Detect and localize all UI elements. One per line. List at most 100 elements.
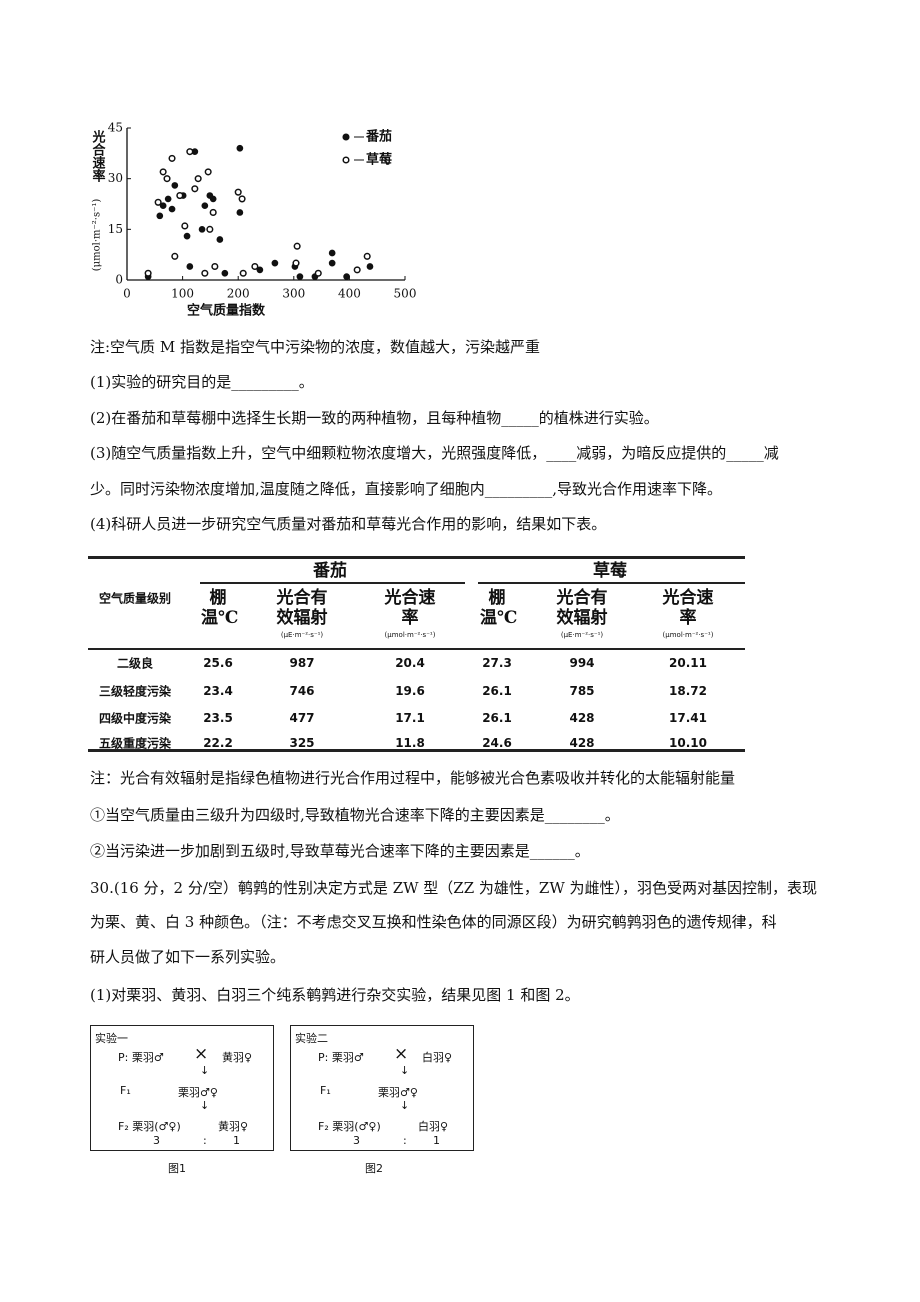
cross: × xyxy=(194,1044,209,1064)
caption: 图1 xyxy=(168,1162,186,1175)
scatter-point xyxy=(164,195,172,203)
table-cell: 19.6 xyxy=(395,684,425,698)
scatter-point xyxy=(144,269,152,277)
row-label: 四级中度污染 xyxy=(98,711,172,726)
legend-marker xyxy=(342,156,350,164)
paragraph: (1)对栗羽、黄羽、白羽三个纯系鹌鹑进行杂交实验，结果见图 1 和图 2。 xyxy=(90,986,580,1004)
question: (4)科研人员进一步研究空气质量对番茄和草莓光合作用的影响，结果如下表。 xyxy=(90,515,607,533)
column-unit: (μE·m⁻²·s⁻¹) xyxy=(280,631,324,639)
scatter-point xyxy=(239,269,247,277)
f2-result: F₂ 栗羽(♂♀) xyxy=(118,1120,181,1133)
scatter-point xyxy=(156,212,164,220)
scatter-point xyxy=(209,208,217,216)
scatter-point xyxy=(363,252,371,260)
ratio: 1 xyxy=(233,1134,240,1147)
parent-male: P: 栗羽♂ xyxy=(318,1051,364,1064)
scatter-point xyxy=(256,266,264,274)
scatter-point xyxy=(186,148,194,156)
scatter-point xyxy=(159,168,167,176)
table-cell: 23.4 xyxy=(203,684,233,698)
scatter-point xyxy=(204,168,212,176)
f2-result: 黄羽♀ xyxy=(218,1120,249,1133)
scatter-point xyxy=(293,242,301,250)
scatter-point xyxy=(194,175,202,183)
parent-female: 白羽♀ xyxy=(422,1051,453,1064)
table-cell: 477 xyxy=(289,711,315,725)
legend-label: 番茄 xyxy=(365,129,392,145)
table-cell: 25.6 xyxy=(203,656,233,670)
scatter-point xyxy=(292,259,300,267)
scatter-point xyxy=(191,185,199,193)
table-cell: 428 xyxy=(569,711,595,725)
column-header: 棚温℃ xyxy=(480,588,518,628)
scatter-point xyxy=(236,209,244,216)
figure-box xyxy=(290,1025,474,1151)
ratio: 1 xyxy=(433,1134,440,1147)
table-cell: 20.4 xyxy=(395,656,425,670)
question: 少。同时污染物浓度增加,温度随之降低，直接影响了细胞内_________,导致光… xyxy=(90,480,723,498)
table-cell: 26.1 xyxy=(482,684,512,698)
scatter-point xyxy=(168,154,176,162)
note: 注:空气质 M 指数是指空气中污染物的浓度，数值越大，污染越严重 xyxy=(90,338,540,356)
x-axis-label: 空气质量指数 xyxy=(187,303,266,319)
scatter-point xyxy=(206,225,214,233)
scatter-point xyxy=(186,263,194,270)
scatter-point xyxy=(163,175,171,183)
scatter-point xyxy=(221,269,229,277)
scatter-point xyxy=(328,249,336,257)
column-unit: (μmol·m⁻²·s⁻¹) xyxy=(662,631,714,639)
rule xyxy=(88,556,745,559)
scatter-point xyxy=(209,195,217,203)
question: (1)实验的研究目的是_________。 xyxy=(90,373,314,391)
scatter-point xyxy=(271,259,279,267)
arrow: ↓ xyxy=(400,1099,410,1112)
scatter-point xyxy=(168,205,176,213)
table-cell: 18.72 xyxy=(669,684,707,698)
scatter-point xyxy=(171,182,179,189)
y-tick-label: 15 xyxy=(108,222,123,236)
table-cell: 17.41 xyxy=(669,711,707,725)
table-cell: 325 xyxy=(289,736,315,750)
column-header: 光合速率 xyxy=(384,588,436,628)
question: (3)随空气质量指数上升，空气中细颗粒物浓度增大，光照强度降低，____减弱，为… xyxy=(90,444,779,462)
table-cell: 17.1 xyxy=(395,711,425,725)
scatter-point xyxy=(181,222,189,230)
scatter-point xyxy=(154,198,162,206)
x-tick-label: 400 xyxy=(338,287,361,301)
table-cell: 428 xyxy=(569,736,595,750)
arrow: ↓ xyxy=(200,1064,210,1077)
table-cell: 746 xyxy=(289,684,315,698)
x-tick-label: 100 xyxy=(171,287,194,301)
column-header: 棚温℃ xyxy=(201,588,239,628)
x-tick-label: 300 xyxy=(282,287,305,301)
arrow: ↓ xyxy=(400,1064,410,1077)
generation: F₁ xyxy=(120,1084,131,1097)
table-cell: 11.8 xyxy=(395,736,425,750)
rule xyxy=(200,582,465,584)
f2-result: 白羽♀ xyxy=(418,1120,449,1133)
y-axis-unit: (μmol·m⁻²·s⁻¹) xyxy=(92,199,103,272)
f1-result: 栗羽♂♀ xyxy=(178,1086,218,1099)
figure-box xyxy=(90,1025,274,1151)
rule xyxy=(88,749,745,752)
scatter-chart: 0 15 30 45 0 100 200 300 400 500 空气质量指数 光合速率 (μmol·m… xyxy=(90,121,417,319)
y-tick-label: 30 xyxy=(108,171,123,185)
ratio: : xyxy=(203,1134,207,1147)
scatter-point xyxy=(201,269,209,277)
table-cell: 24.6 xyxy=(482,736,512,750)
scatter-point xyxy=(198,225,206,233)
scatter-point xyxy=(211,262,219,271)
scatter-point xyxy=(343,273,350,280)
table-cell: 20.11 xyxy=(669,656,707,670)
scatter-point xyxy=(238,195,246,203)
paragraph: 研人员做了如下一系列实验。 xyxy=(90,948,286,966)
question: ②当污染进一步加剧到五级时,导致草莓光合速率下降的主要因素是______。 xyxy=(90,842,590,860)
table-cell: 994 xyxy=(569,656,595,670)
column-header: 光合有效辐射 xyxy=(556,588,608,628)
scatter-point xyxy=(366,263,374,270)
y-tick-label: 0 xyxy=(115,273,123,287)
parent-female: 黄羽♀ xyxy=(222,1051,253,1064)
scatter-point xyxy=(176,192,184,200)
scatter-point xyxy=(314,269,322,277)
